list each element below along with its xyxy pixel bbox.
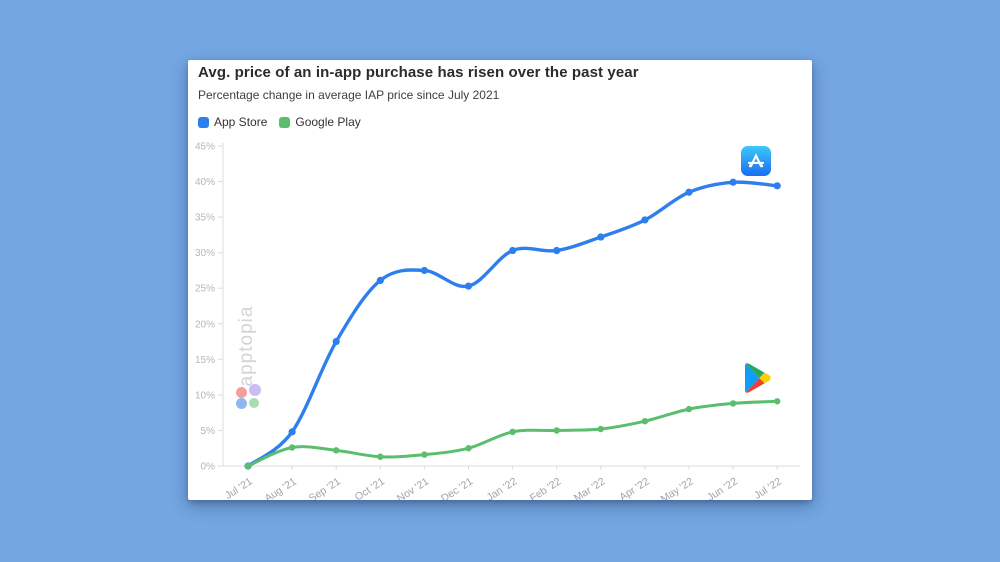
svg-text:20%: 20% [195, 319, 215, 330]
google-play-icon [745, 363, 771, 393]
logo-petal [236, 387, 247, 398]
svg-text:5%: 5% [201, 426, 216, 437]
svg-text:15%: 15% [195, 355, 215, 366]
app-store-legend-swatch-icon [198, 116, 209, 128]
svg-text:Apr '22: Apr '22 [617, 475, 651, 500]
app-store-icon [741, 146, 771, 176]
chart-card: Avg. price of an in-app purchase has ris… [188, 60, 812, 505]
chart-subtitle: Percentage change in average IAP price s… [198, 88, 500, 102]
logo-petal [249, 398, 259, 408]
legend-item-app-store: App Store [198, 115, 267, 129]
svg-text:0%: 0% [201, 462, 216, 473]
svg-text:Nov '21: Nov '21 [395, 475, 431, 500]
svg-text:25%: 25% [195, 284, 215, 295]
legend-label: App Store [214, 115, 268, 129]
svg-text:Jun '22: Jun '22 [705, 475, 740, 500]
google-play-legend-swatch-icon [279, 116, 291, 128]
apptopia-watermark: apptopia [236, 305, 257, 387]
legend: App Store Google Play [198, 115, 361, 129]
svg-text:Aug '21: Aug '21 [263, 475, 299, 500]
chart-area: 0% 5% 10% 15% 20% 25% 30% 35% 40% 45% Jul '21 Aug '… [188, 138, 812, 505]
svg-text:Jan '22: Jan '22 [485, 475, 520, 500]
svg-text:Jul '22: Jul '22 [752, 475, 784, 500]
svg-text:35%: 35% [195, 213, 215, 224]
svg-text:10%: 10% [195, 390, 215, 401]
apptopia-logo-icon [236, 384, 261, 409]
logo-petal [236, 398, 247, 409]
logo-petal [249, 384, 261, 396]
svg-text:Oct '21: Oct '21 [353, 475, 387, 500]
chart-title: Avg. price of an in-app purchase has ris… [198, 64, 639, 81]
svg-text:40%: 40% [195, 177, 215, 188]
svg-text:Dec '21: Dec '21 [439, 475, 475, 500]
svg-text:30%: 30% [195, 248, 215, 259]
svg-text:May '22: May '22 [659, 475, 696, 500]
svg-text:Feb '22: Feb '22 [528, 475, 564, 500]
svg-text:45%: 45% [195, 142, 215, 153]
svg-text:Mar '22: Mar '22 [572, 475, 608, 500]
legend-item-google-play: Google Play [279, 115, 361, 129]
svg-text:Jul '21: Jul '21 [223, 475, 255, 500]
svg-text:Sep '21: Sep '21 [307, 475, 343, 500]
line-chart-canvas: 0% 5% 10% 15% 20% 25% 30% 35% 40% 45% Jul '21 Aug '… [195, 142, 800, 505]
legend-label: Google Play [295, 115, 361, 129]
